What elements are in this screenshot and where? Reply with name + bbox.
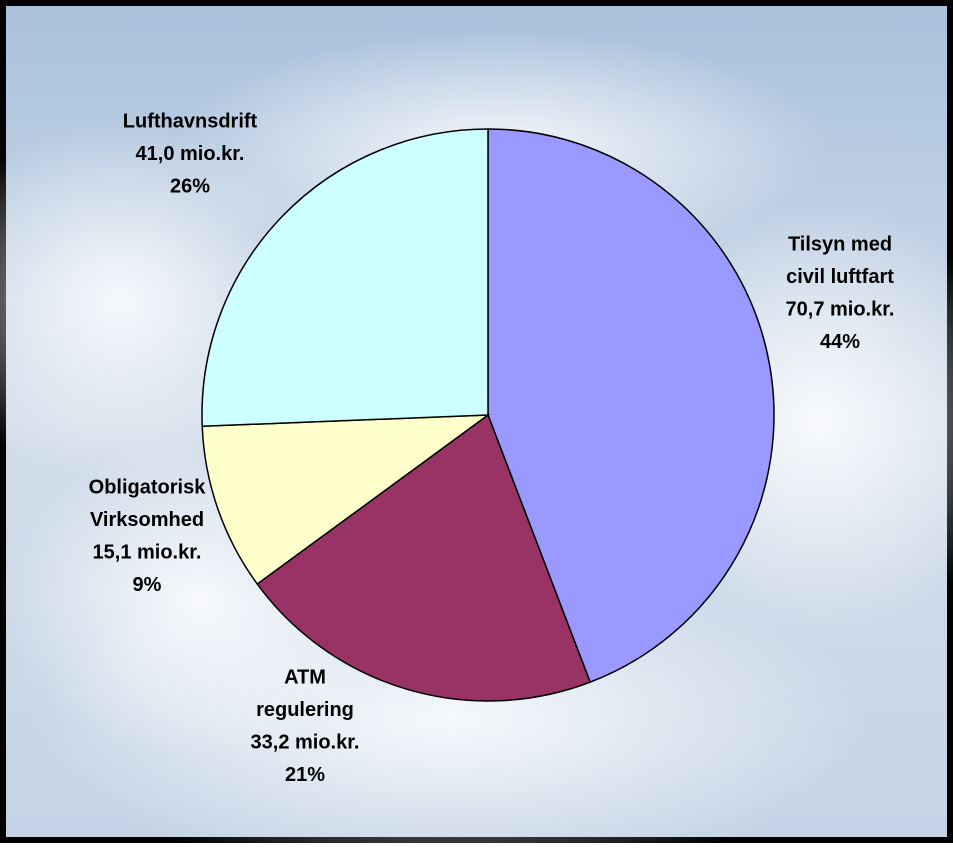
- data-label: Obligatorisk: [89, 476, 207, 498]
- data-label: 70,7 mio.kr.: [786, 298, 895, 320]
- data-label: 41,0 mio.kr.: [136, 143, 245, 165]
- data-label: Tilsyn med: [788, 233, 892, 255]
- data-label: Lufthavnsdrift: [123, 110, 258, 132]
- data-label: 21%: [285, 764, 325, 786]
- data-label: 44%: [820, 331, 860, 353]
- pie-slice: [201, 414, 491, 586]
- data-label: 26%: [170, 175, 210, 197]
- pie-slice: [256, 413, 592, 702]
- data-label: 9%: [133, 574, 162, 596]
- data-label: civil luftfart: [786, 266, 894, 288]
- data-label: ATM: [284, 666, 326, 688]
- data-label: 15,1 mio.kr.: [93, 541, 202, 563]
- pie-slice: [487, 128, 775, 684]
- data-label: Virksomhed: [90, 509, 204, 531]
- pie-slice: [201, 128, 489, 428]
- data-label: regulering: [256, 699, 354, 721]
- labels: Tilsyn med civil luftfart 70,7 mio.kr. 44% A…: [89, 110, 895, 786]
- pie: [201, 128, 775, 702]
- data-label: 33,2 mio.kr.: [251, 731, 360, 753]
